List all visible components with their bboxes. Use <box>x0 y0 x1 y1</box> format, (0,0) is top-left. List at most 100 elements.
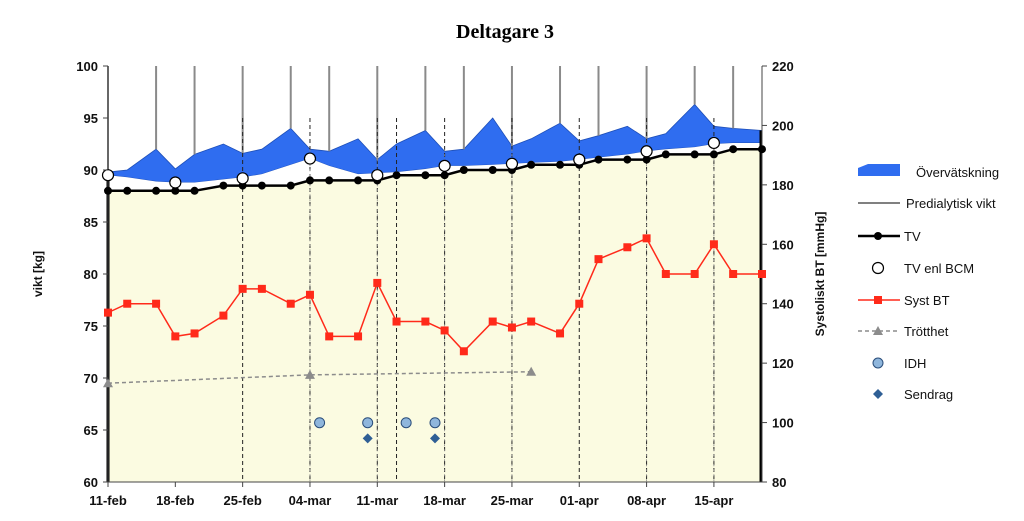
syst-bt-marker <box>661 270 670 278</box>
y2-tick-label: 120 <box>772 356 794 371</box>
y2-tick-label: 80 <box>772 475 786 490</box>
y2-tick-label: 160 <box>772 237 794 252</box>
tv-marker <box>758 145 766 154</box>
tv-marker <box>527 160 536 169</box>
tv-marker <box>642 155 651 164</box>
syst-bt-marker <box>690 270 699 278</box>
syst-bt-marker <box>354 332 363 341</box>
legend-label--verv-tskning: Övervätskning <box>916 165 999 180</box>
tv-marker <box>354 176 363 185</box>
y2-tick-label: 100 <box>772 416 794 431</box>
syst-bt-marker <box>729 270 738 278</box>
syst-bt-marker <box>594 255 603 264</box>
x-axis-ticks: 11-feb 18-feb 25-feb 04-mar 11-mar 18-mar 25-m… <box>89 482 733 508</box>
legend-label-tv: TV <box>904 229 921 244</box>
syst-bt-marker <box>286 299 295 308</box>
syst-bt-marker <box>104 308 112 317</box>
syst-bt-marker <box>556 329 565 338</box>
tv-marker <box>392 171 401 180</box>
tv-enl-bcm-marker <box>707 136 721 150</box>
trotthet-marker <box>304 369 315 379</box>
tv-marker <box>421 171 430 180</box>
tv-enl-bcm-marker <box>236 172 249 185</box>
syst-bt-line <box>107 237 762 353</box>
syst-bt-marker <box>623 243 632 252</box>
x-tick-label: 01-apr <box>560 493 599 508</box>
legend-marker-tv <box>874 232 882 240</box>
idh-marker <box>314 417 326 429</box>
tv-marker <box>190 186 199 195</box>
tv-marker <box>729 145 738 154</box>
plot-area <box>101 66 766 483</box>
x-tick-label: 18-mar <box>423 493 466 508</box>
syst-bt-marker <box>257 284 266 293</box>
tv-enl-bcm-marker <box>303 152 317 165</box>
x-tick-label: 15-apr <box>694 493 733 508</box>
legend-label-tr-tthet: Trötthet <box>904 324 949 339</box>
tv-marker <box>709 150 718 159</box>
syst-bt-marker <box>709 240 718 249</box>
tv-marker <box>623 155 632 164</box>
legend-marker-tr-tthet <box>873 326 883 335</box>
x-tick-label: 25-feb <box>223 493 261 508</box>
tv-marker <box>556 160 565 169</box>
syst-bt-marker <box>305 290 314 299</box>
x-tick-label: 18-feb <box>156 493 194 508</box>
syst-bt-marker <box>507 323 516 332</box>
y-tick-label: 75 <box>84 319 98 334</box>
y-tick-label: 60 <box>84 475 98 490</box>
tv-enl-bcm-marker <box>169 176 182 189</box>
y-tick-label: 85 <box>84 215 98 230</box>
area-gap-band <box>108 142 762 191</box>
tv-enl-bcm-marker <box>371 169 384 182</box>
syst-bt-marker <box>642 234 651 243</box>
tv-enl-bcm-marker <box>101 169 115 182</box>
y-tick-label: 70 <box>84 371 98 386</box>
legend-label-predialytisk-vikt: Predialytisk vikt <box>906 196 996 211</box>
y-tick-label: 100 <box>76 59 98 74</box>
legend-label-sendrag: Sendrag <box>904 387 953 402</box>
legend-label-idh: IDH <box>904 356 926 371</box>
tv-marker <box>123 186 132 195</box>
tv-marker <box>690 150 699 159</box>
legend-marker-idh <box>872 357 884 369</box>
idh-marker <box>429 417 441 429</box>
x-tick-label: 11-mar <box>356 493 398 508</box>
syst-bt-marker <box>325 332 334 341</box>
trotthet-marker <box>103 378 113 388</box>
legend-label-syst-bt: Syst BT <box>904 293 950 308</box>
syst-bt-marker <box>758 270 766 278</box>
tv-marker <box>488 166 497 174</box>
syst-bt-marker <box>219 311 228 320</box>
y-tick-label: 90 <box>84 163 98 178</box>
x-tick-label: 04-mar <box>289 493 332 508</box>
y-axis-ticks: 60 65 70 75 80 85 90 95 100 <box>76 59 108 490</box>
y-axis-title: vikt [kg] <box>31 251 45 297</box>
syst-bt-marker <box>123 299 132 308</box>
tv-marker <box>459 166 468 174</box>
tv-marker <box>257 181 266 190</box>
y-tick-label: 95 <box>84 111 98 126</box>
legend-marker-sendrag <box>873 389 883 399</box>
y2-axis-ticks: 80 100 120 140 160 180 200 220 <box>762 59 794 490</box>
y-tick-label: 80 <box>84 267 98 282</box>
y2-axis-title: Systoliskt BT [mmHg] <box>813 212 827 337</box>
chart-title: Deltagare 3 <box>456 21 554 43</box>
legend-swatch--verv-tskning <box>858 164 900 176</box>
syst-bt-marker <box>421 317 430 326</box>
syst-bt-marker <box>392 317 401 326</box>
x-tick-label: 08-apr <box>627 493 666 508</box>
tv-marker <box>661 150 670 159</box>
idh-marker <box>400 417 412 429</box>
syst-bt-marker <box>152 299 161 308</box>
tv-marker <box>104 186 112 195</box>
tv-marker <box>325 176 334 185</box>
idh-marker <box>362 417 374 429</box>
tv-enl-bcm-marker <box>438 159 451 172</box>
syst-bt-marker <box>440 326 449 335</box>
plot-background-fill <box>108 149 762 482</box>
legend: Övervätskning Predialytisk vikt TV TV enl B… <box>858 164 999 402</box>
tv-marker <box>152 186 161 195</box>
tv-enl-bcm-marker <box>573 153 586 166</box>
